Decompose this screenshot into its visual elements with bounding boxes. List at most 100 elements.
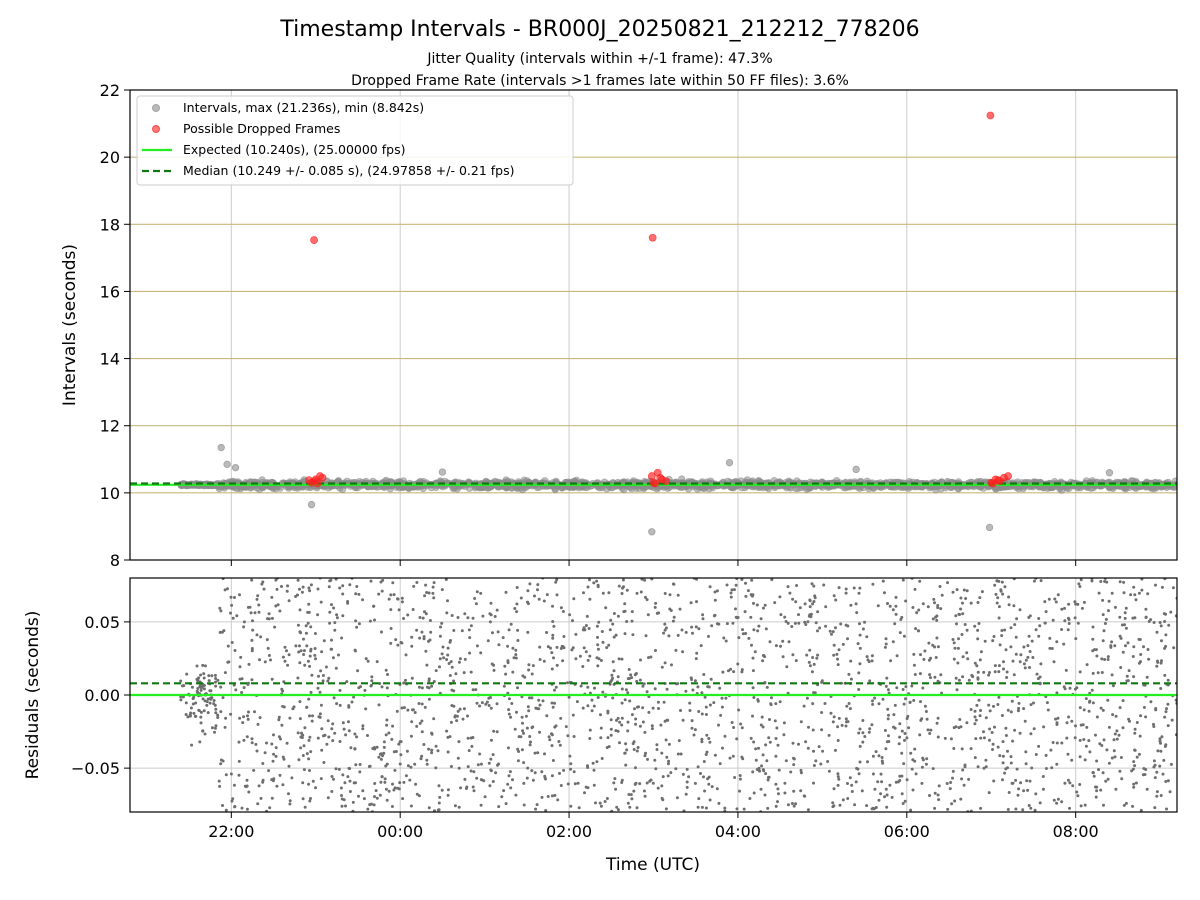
residual-point — [277, 735, 281, 739]
residual-point — [761, 606, 765, 610]
residual-point — [1038, 624, 1042, 628]
residual-point — [665, 755, 669, 759]
residual-point — [309, 750, 313, 754]
residual-point — [995, 579, 999, 583]
residual-point — [586, 658, 590, 662]
residual-point — [1063, 606, 1066, 610]
legend-label-median: Median (10.249 +/- 0.085 s), (24.97858 +… — [183, 163, 514, 178]
residual-point — [319, 777, 323, 781]
residual-point — [220, 630, 224, 634]
residual-point — [961, 612, 965, 616]
residual-point — [806, 808, 810, 812]
residual-point — [530, 672, 534, 676]
residual-point — [536, 751, 540, 755]
residual-point — [242, 738, 246, 742]
residual-point — [712, 701, 716, 705]
residual-point — [313, 647, 317, 650]
residual-point — [254, 742, 258, 746]
residual-point — [274, 578, 278, 582]
residual-point — [265, 741, 268, 745]
residual-point — [378, 752, 382, 756]
residual-point — [1032, 727, 1036, 731]
residual-point — [1162, 758, 1166, 762]
residual-point — [914, 627, 918, 631]
residual-point — [513, 727, 517, 731]
residual-point — [1121, 726, 1125, 730]
residual-point — [466, 616, 470, 620]
residual-point — [1109, 645, 1113, 649]
residual-point — [408, 778, 412, 782]
residual-point — [582, 591, 585, 595]
residual-point — [581, 665, 585, 668]
residual-point — [952, 726, 956, 730]
residual-point — [921, 686, 925, 690]
residual-point — [660, 665, 664, 669]
residual-point — [385, 723, 389, 727]
residual-point — [880, 759, 884, 763]
residual-point — [939, 673, 943, 677]
residual-point — [1076, 794, 1080, 798]
residual-point — [353, 747, 357, 751]
residual-point — [445, 729, 449, 733]
residual-point — [620, 687, 624, 691]
residual-point — [1037, 744, 1041, 748]
residual-point — [480, 701, 484, 705]
residual-point — [469, 736, 473, 740]
residual-point — [1083, 803, 1087, 807]
residual-point — [792, 763, 796, 767]
residual-point — [1007, 791, 1011, 794]
residual-point — [310, 719, 314, 723]
residual-point — [418, 721, 422, 725]
residual-point — [720, 696, 724, 700]
residual-point — [684, 630, 688, 634]
residual-point — [1024, 658, 1028, 662]
residual-point — [1023, 666, 1027, 670]
residual-point — [866, 658, 870, 662]
figure-subtitle-dropped: Dropped Frame Rate (intervals >1 frames … — [351, 73, 849, 89]
residual-point — [273, 625, 277, 629]
residual-point — [515, 610, 519, 614]
residual-point — [372, 803, 376, 807]
residual-point — [858, 744, 862, 748]
residual-point — [596, 696, 600, 699]
residual-point — [333, 628, 337, 632]
residual-point — [387, 731, 391, 735]
residual-point — [554, 580, 558, 584]
residual-point — [1060, 800, 1064, 804]
residual-point — [889, 659, 893, 663]
residual-point — [1033, 808, 1037, 812]
interval-outlier-point — [231, 463, 240, 472]
residual-point — [436, 749, 440, 753]
residual-point — [298, 644, 301, 648]
residual-point — [373, 747, 377, 751]
residual-point — [883, 795, 886, 799]
residual-point — [375, 745, 379, 749]
residual-point — [708, 703, 712, 707]
residual-point — [561, 645, 565, 648]
residual-point — [475, 590, 479, 594]
residual-point — [770, 696, 773, 700]
residual-point — [327, 585, 331, 589]
residual-point — [457, 740, 461, 744]
residual-point — [1004, 734, 1008, 737]
residual-point — [1156, 749, 1160, 753]
residual-point — [844, 724, 848, 728]
residual-point — [624, 742, 628, 746]
residual-point — [611, 676, 614, 680]
residual-point — [1133, 616, 1137, 620]
residual-point — [891, 640, 895, 644]
residual-point — [270, 616, 274, 620]
residual-point — [389, 608, 393, 612]
residual-point — [988, 709, 992, 713]
residual-point — [922, 657, 926, 661]
residual-point — [417, 685, 421, 689]
residual-point — [877, 754, 881, 758]
residual-point — [1055, 691, 1059, 695]
residual-point — [804, 740, 808, 744]
residual-point — [644, 595, 647, 599]
residual-point — [952, 657, 956, 661]
residual-point — [382, 751, 386, 755]
residual-point — [291, 707, 295, 711]
residual-point — [699, 644, 703, 648]
residual-point — [904, 697, 907, 701]
